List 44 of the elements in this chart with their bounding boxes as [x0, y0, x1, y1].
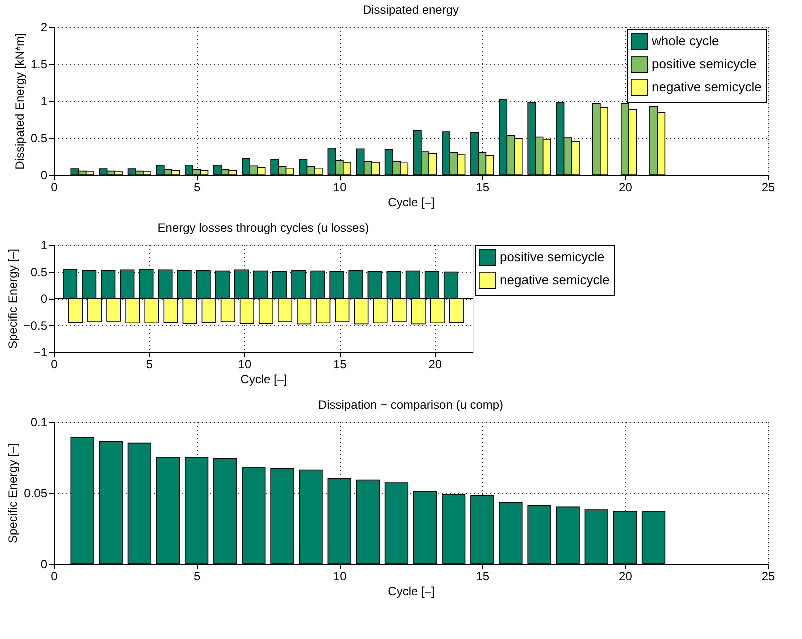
- x-tick-label: 15: [334, 358, 348, 372]
- x-tick-label: 10: [333, 570, 348, 584]
- x-axis-title: Cycle [–]: [388, 196, 435, 210]
- legend-label: negative semicycle: [500, 272, 610, 288]
- y-tick-label: 2: [40, 20, 48, 34]
- legend-label: positive semicycle: [652, 56, 757, 72]
- y-tick-label: 0: [40, 168, 48, 182]
- y-tick-label: 0.1: [30, 416, 48, 430]
- chart-title: Dissipation − comparison (u comp): [318, 398, 504, 412]
- x-tick-label: 20: [619, 570, 633, 584]
- y-tick-label: 1: [40, 238, 48, 252]
- y-tick-label: 0: [40, 292, 48, 306]
- y-tick-label: −1: [34, 346, 48, 360]
- x-tick-label: 0: [51, 358, 58, 372]
- y-tick-label: 0.5: [30, 132, 48, 146]
- x-tick-label: 5: [194, 180, 201, 194]
- x-tick-label: 25: [762, 180, 776, 194]
- y-tick-label: 0.05: [24, 486, 48, 500]
- y-axis-title: Specific Energy [–]: [6, 443, 20, 544]
- y-tick-label: −0.5: [24, 318, 48, 333]
- x-tick-label: 10: [238, 358, 252, 372]
- y-tick-label: 1: [40, 94, 48, 108]
- legend-label: positive semicycle: [500, 250, 605, 264]
- y-tick-label: 0.5: [30, 265, 48, 280]
- legend-label: negative semicycle: [652, 80, 762, 94]
- x-tick-label: 5: [146, 358, 154, 372]
- chart-title: Energy losses through cycles (u losses): [158, 221, 370, 235]
- y-axis-title: Specific Energy [–]: [6, 248, 20, 350]
- x-tick-label: 15: [476, 570, 490, 584]
- x-axis-title: Cycle [–]: [240, 372, 288, 386]
- x-tick-label: 25: [762, 570, 776, 584]
- legend-label: whole cycle: [651, 34, 720, 48]
- x-tick-label: 10: [333, 180, 348, 194]
- y-tick-label: 0: [40, 558, 48, 572]
- x-tick-label: 5: [194, 570, 201, 584]
- chart-title: Dissipated energy: [362, 3, 460, 17]
- y-axis-title: Dissipated Energy [kN*m]: [12, 33, 27, 170]
- x-tick-label: 0: [51, 570, 58, 584]
- x-tick-label: 15: [476, 180, 490, 194]
- y-tick-label: 1.5: [30, 58, 48, 72]
- x-tick-label: 20: [619, 180, 633, 194]
- x-tick-label: 20: [428, 358, 442, 372]
- x-tick-label: 0: [51, 180, 58, 194]
- x-axis-title: Cycle [–]: [388, 584, 435, 598]
